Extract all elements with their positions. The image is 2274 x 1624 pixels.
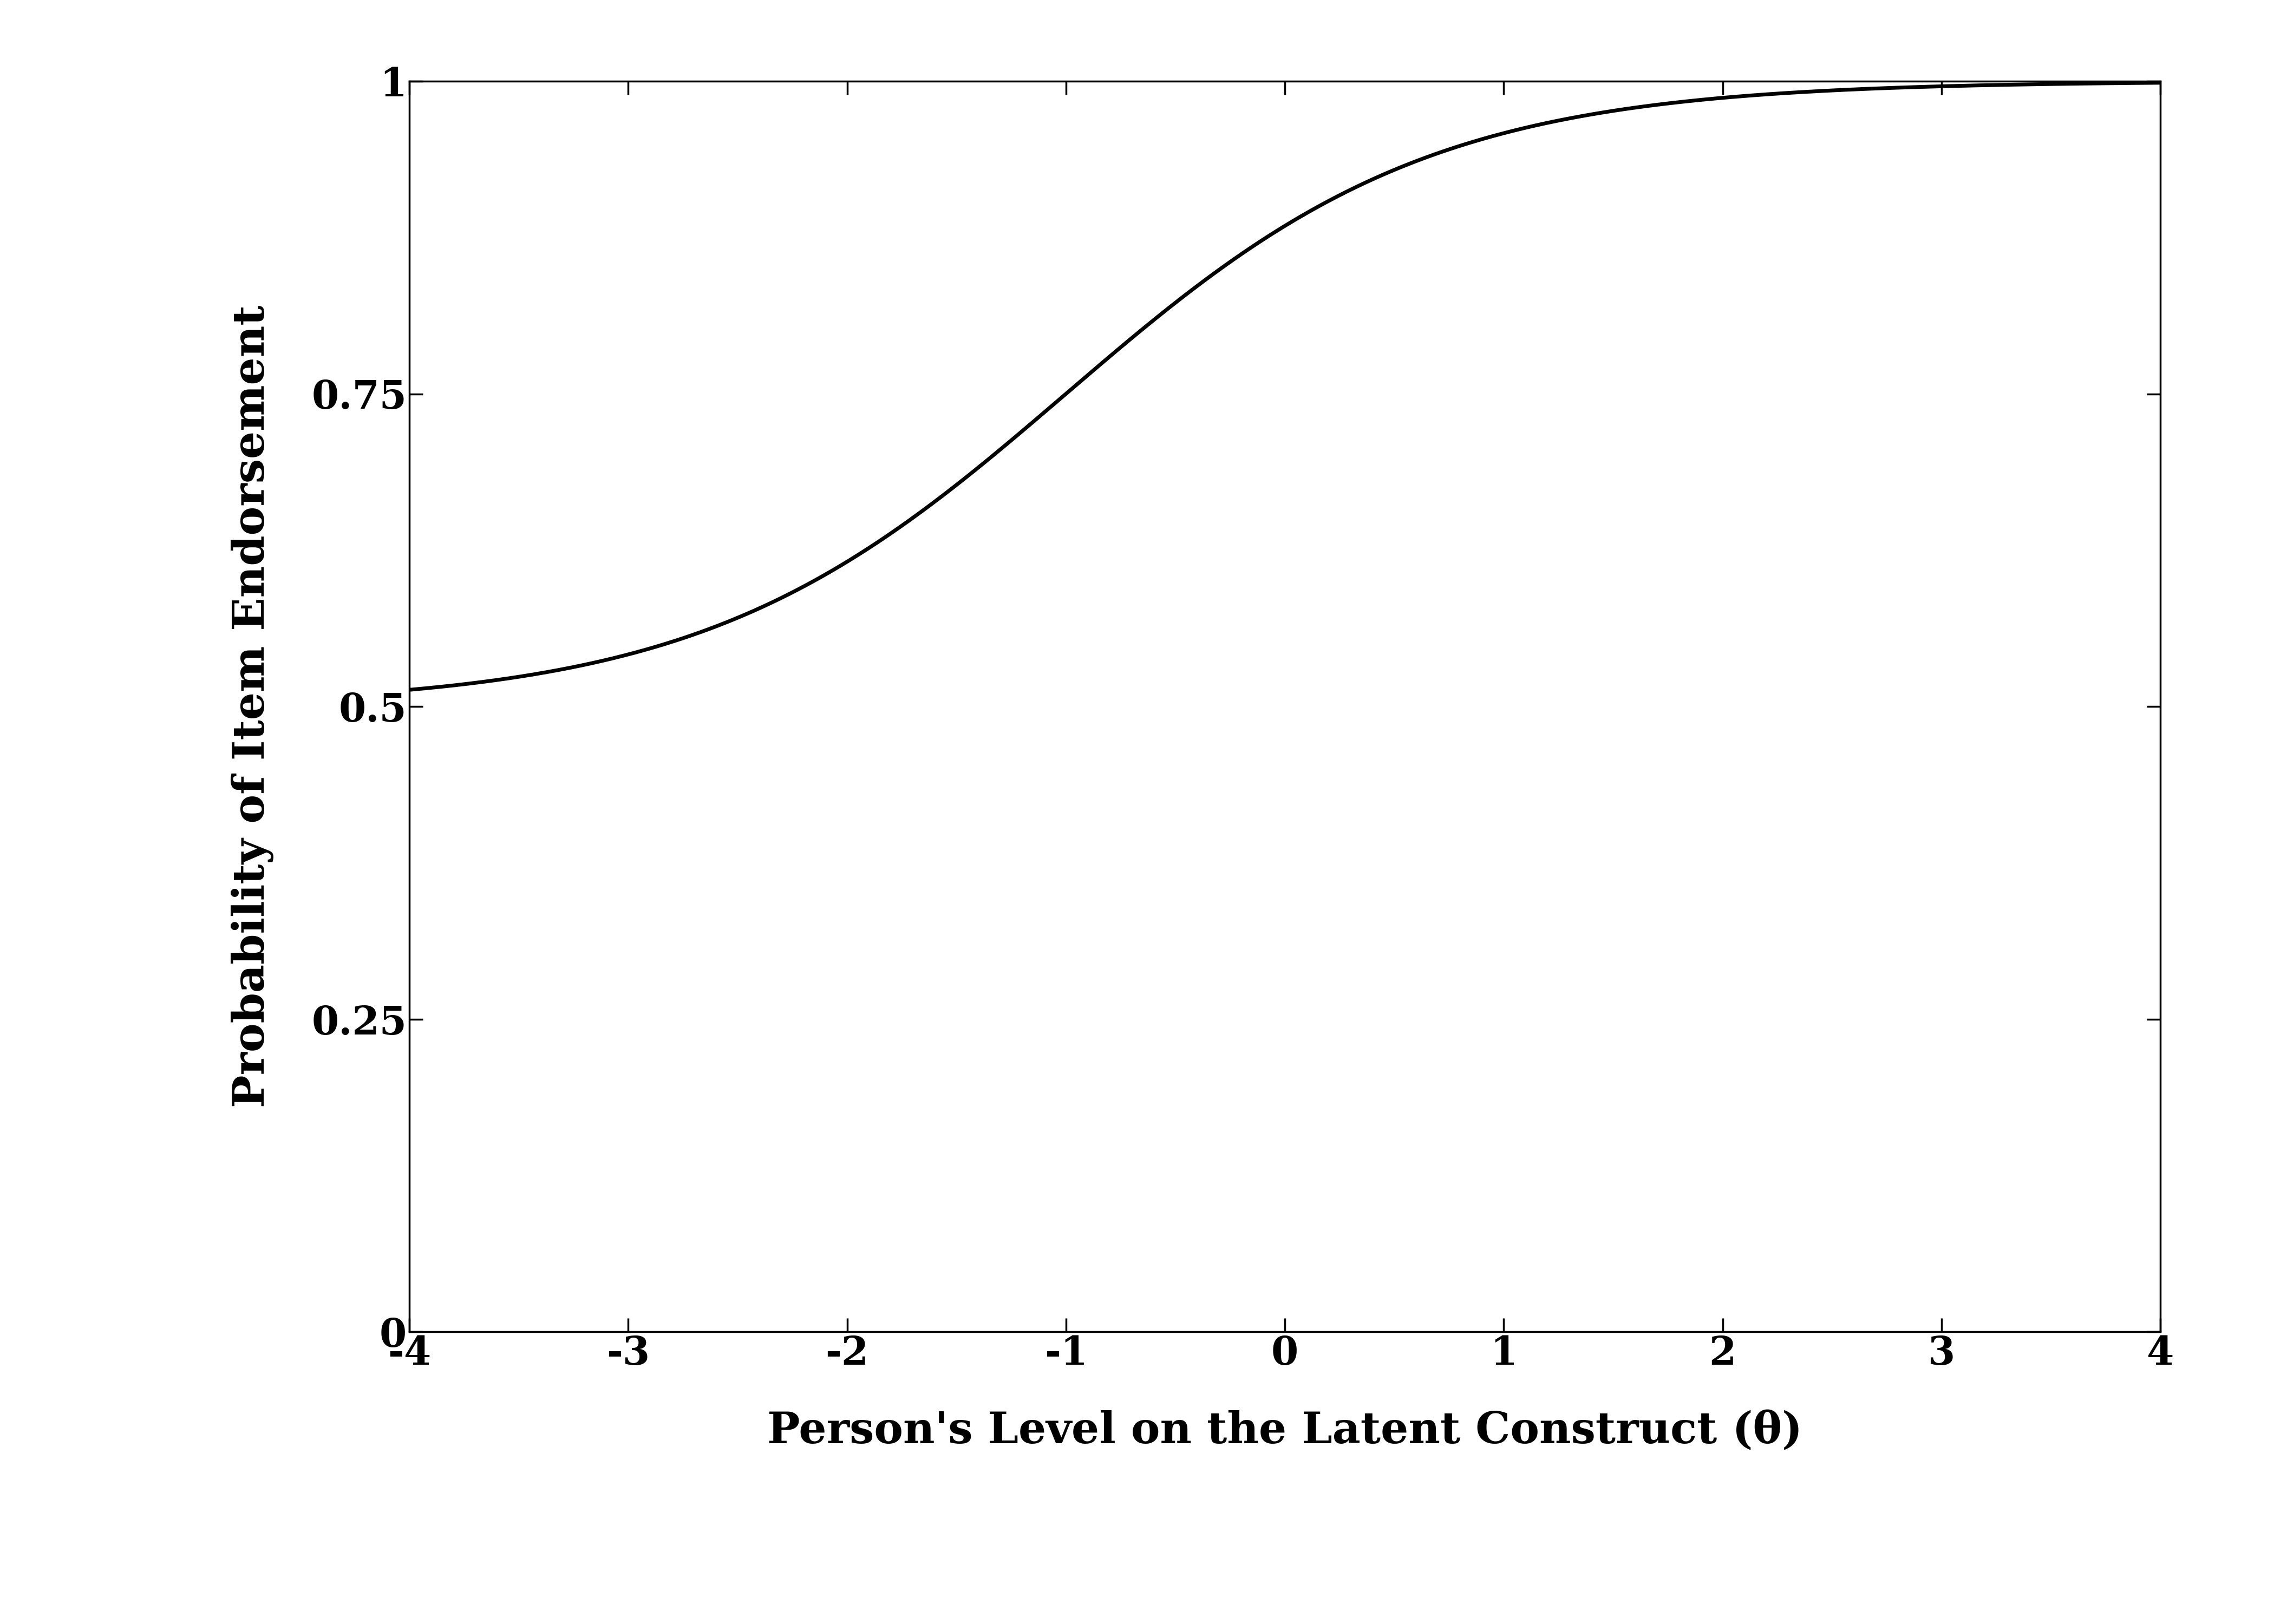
X-axis label: Person's Level on the Latent Construct (θ): Person's Level on the Latent Construct (… [766,1410,1803,1452]
Y-axis label: Probability of Item Endorsement: Probability of Item Endorsement [232,305,273,1108]
